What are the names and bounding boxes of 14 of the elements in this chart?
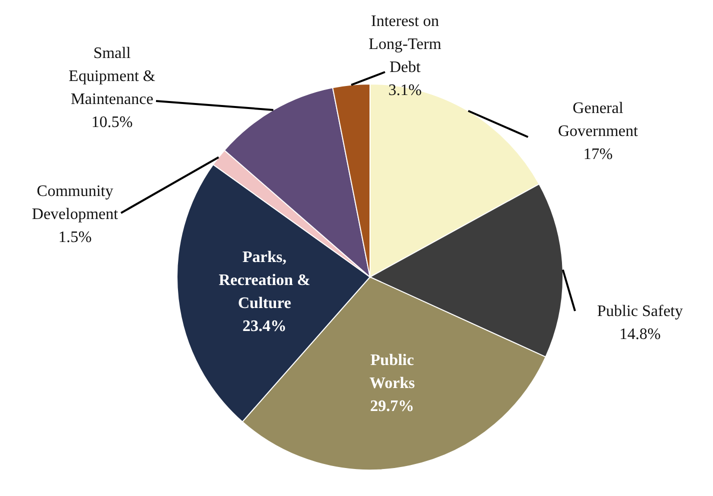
slice-label: Small Equipment & Maintenance: [68, 45, 156, 108]
slice-label: Parks, Recreation & Culture: [218, 248, 310, 312]
slice-label: Community Development: [32, 183, 119, 223]
slice-label: General Government: [558, 100, 639, 140]
data-label: 1.5%: [58, 229, 92, 246]
data-label: 23.4%: [242, 318, 287, 335]
data-label: 3.1%: [388, 82, 422, 99]
data-label: 29.7%: [370, 398, 414, 415]
data-label: 14.8%: [619, 326, 661, 343]
data-label: 10.5%: [91, 114, 133, 131]
data-label: 17%: [583, 146, 613, 163]
slice-label: Public Safety: [597, 303, 683, 320]
slice-label: Interest on Long-Term Debt: [368, 13, 442, 76]
slice-label: Public Works: [370, 352, 415, 392]
